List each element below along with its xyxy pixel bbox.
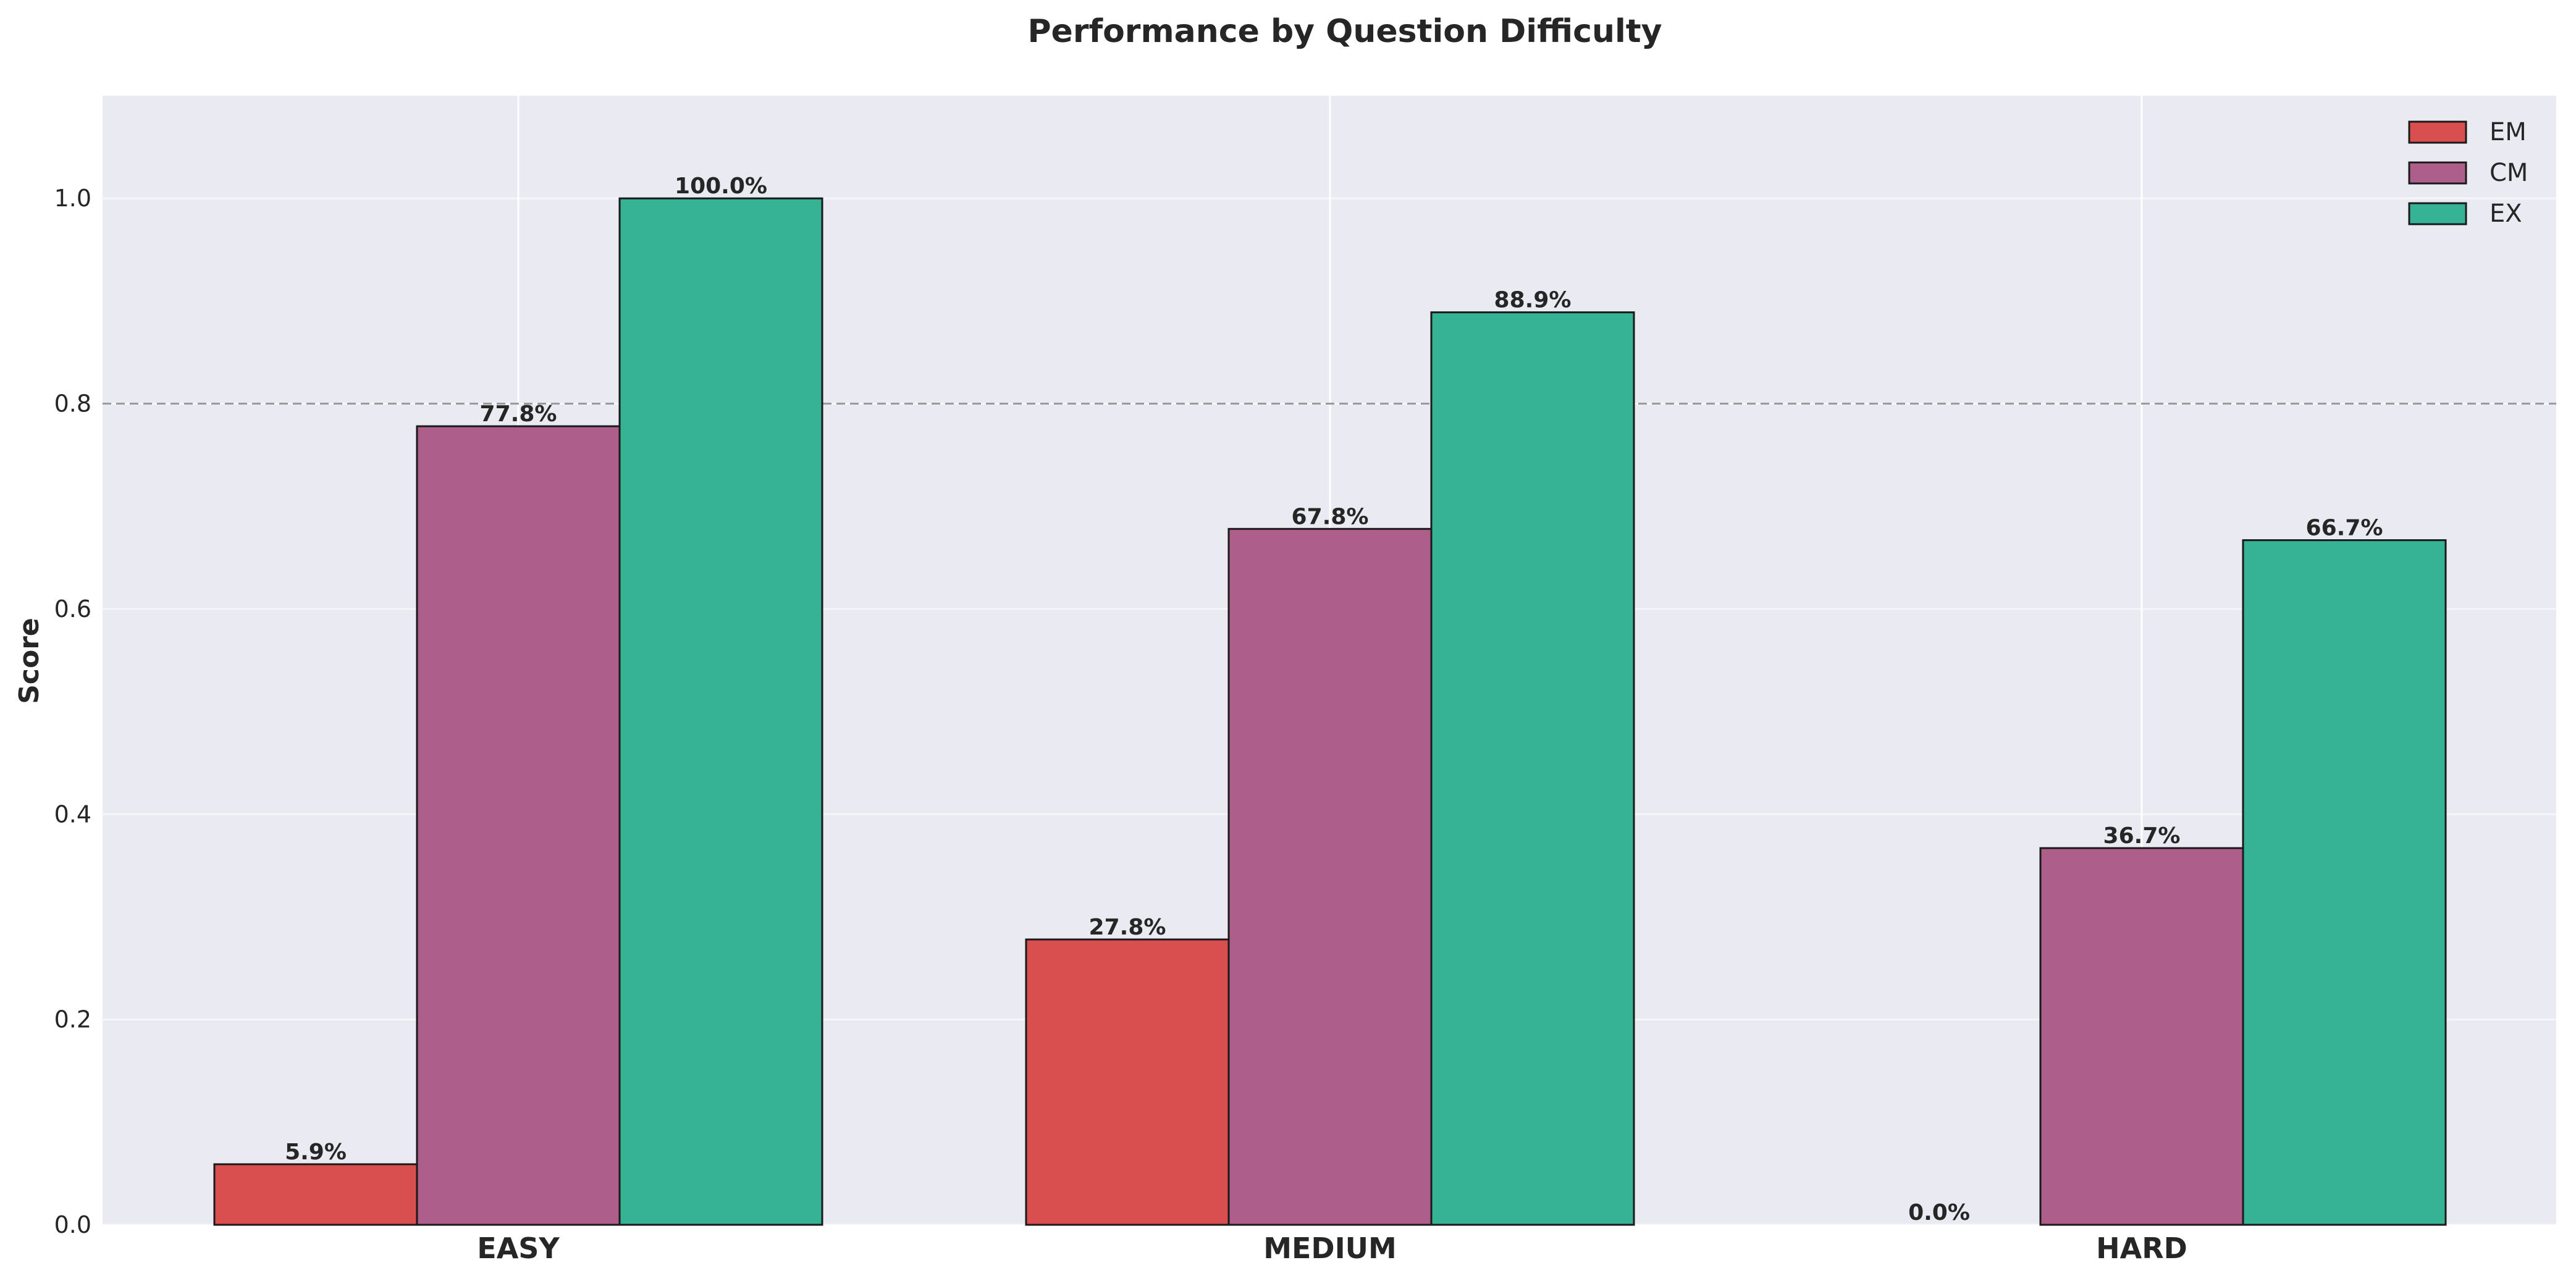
data-label: 100.0%	[675, 174, 767, 199]
data-label: 5.9%	[285, 1140, 347, 1165]
bar-ex-medium	[1430, 311, 1635, 1226]
y-tick-label: 0.4	[54, 800, 91, 828]
bar-em-easy	[213, 1163, 418, 1226]
legend-swatch-ex	[2408, 202, 2467, 225]
x-tick-label: EASY	[477, 1232, 560, 1265]
data-label: 88.9%	[1494, 288, 1572, 313]
legend: EM CM EX	[2408, 118, 2528, 228]
legend-swatch-em	[2408, 120, 2467, 144]
legend-label: CM	[2490, 159, 2528, 187]
bar-cm-medium	[1227, 527, 1433, 1226]
y-tick-label: 1.0	[54, 185, 91, 212]
legend-label: EM	[2490, 118, 2527, 146]
bar-cm-hard	[2039, 847, 2244, 1226]
data-label: 36.7%	[2103, 823, 2181, 849]
data-labels: 5.9% 27.8% 0.0% 77.8% 67.8% 36.7% 100.0% 88.9% 6…	[285, 174, 2383, 1225]
bar-cm-easy	[416, 425, 621, 1226]
y-axis-ticks: 0.0 0.2 0.4 0.6 0.8 1.0	[54, 185, 91, 1238]
y-tick-label: 0.6	[54, 595, 91, 623]
y-tick-label: 0.8	[54, 390, 91, 418]
legend-label: EX	[2490, 200, 2522, 228]
bar-em-medium	[1025, 938, 1230, 1226]
data-label: 67.8%	[1292, 504, 1369, 529]
y-tick-label: 0.2	[54, 1006, 91, 1033]
x-tick-label: HARD	[2096, 1232, 2187, 1265]
y-axis-label: Score	[14, 618, 45, 704]
data-label: 0.0%	[1908, 1200, 1970, 1225]
chart-title: Performance by Question Difficulty	[1027, 13, 1662, 50]
legend-swatch-cm	[2408, 161, 2467, 185]
data-label: 27.8%	[1089, 915, 1166, 940]
data-label: 77.8%	[480, 401, 557, 427]
x-tick-label: MEDIUM	[1263, 1232, 1397, 1265]
bar-ex-hard	[2242, 539, 2447, 1226]
x-axis-ticks: EASY MEDIUM HARD	[477, 1232, 2187, 1265]
bars	[213, 197, 2447, 1226]
data-label: 66.7%	[2306, 516, 2383, 541]
y-tick-label: 0.0	[54, 1211, 91, 1238]
bar-ex-easy	[618, 197, 823, 1226]
